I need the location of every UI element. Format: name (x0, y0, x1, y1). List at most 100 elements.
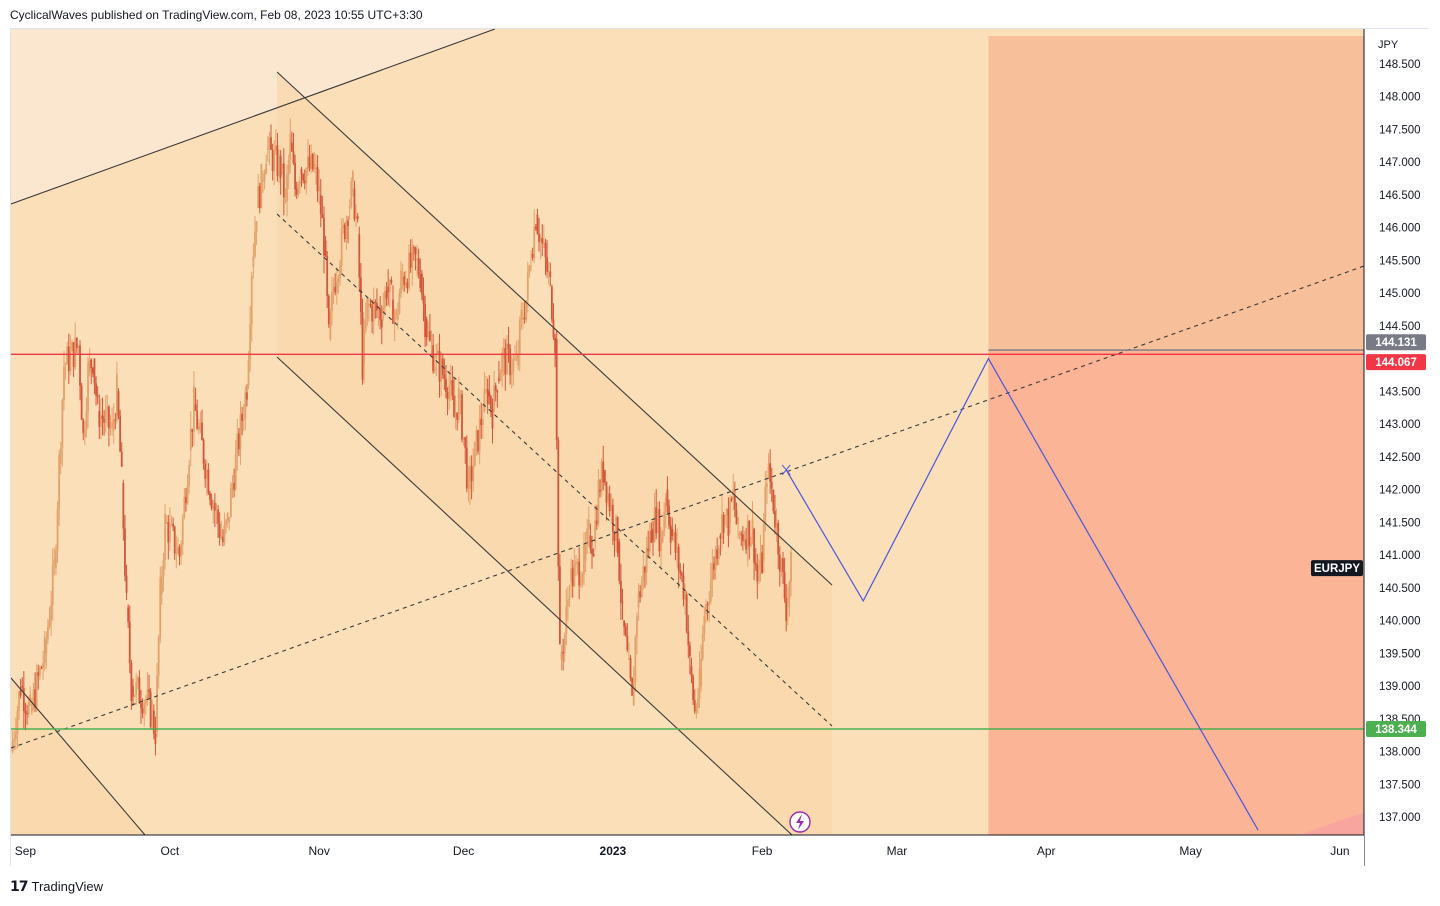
candle-body (623, 620, 626, 627)
candle-body (168, 524, 171, 543)
price-tick-label: 148.500 (1379, 59, 1421, 71)
candle (295, 181, 298, 200)
candle-body (319, 194, 322, 214)
candle (14, 717, 17, 750)
candle-body (180, 544, 183, 556)
price-tick-label: 142.000 (1379, 485, 1421, 497)
candle (732, 473, 735, 511)
candle (602, 445, 605, 491)
price-tag-144067[interactable]: 144.067 (1366, 354, 1426, 371)
price-tag-144131[interactable]: 144.131 (1366, 334, 1426, 351)
candle (459, 390, 462, 415)
candle (613, 530, 616, 558)
candle (252, 243, 255, 279)
candle-body (417, 258, 420, 275)
candle (518, 316, 521, 372)
candle (496, 389, 499, 408)
candle-body (756, 564, 759, 582)
symbol-tag[interactable]: EURJPY (1311, 560, 1363, 577)
candle-body (767, 463, 770, 470)
price-tag-138344-text: 138.344 (1375, 724, 1417, 736)
candle (578, 546, 581, 600)
candle-body (534, 226, 537, 229)
tradingview-footer[interactable]: 𝟭𝟳 TradingView (10, 878, 103, 895)
candle (451, 366, 454, 400)
candle-body (210, 499, 213, 509)
candle (666, 476, 669, 514)
candle (592, 548, 595, 558)
candle-body (685, 594, 688, 632)
price-tick-label: 148.000 (1379, 92, 1421, 104)
candle-body (749, 538, 752, 547)
candle (599, 479, 601, 498)
candle-body (388, 279, 391, 293)
candle (120, 442, 123, 468)
candle-body (414, 247, 417, 255)
candle (408, 244, 410, 292)
candle-body (669, 525, 672, 543)
candle (420, 269, 423, 301)
candle (639, 585, 642, 603)
candle-body (501, 352, 504, 373)
candle-body (517, 354, 520, 366)
candle-body (523, 317, 526, 320)
candle (782, 551, 784, 584)
candle (648, 522, 651, 558)
candle-body (361, 312, 364, 380)
candle (522, 302, 524, 329)
candle (180, 540, 183, 565)
candle (700, 644, 703, 692)
price-tick-label: 143.000 (1379, 419, 1421, 431)
candle-body (55, 550, 57, 569)
candle (225, 518, 227, 534)
candle-body (40, 667, 43, 669)
candle-body (18, 691, 20, 712)
price-scale-area[interactable] (1364, 29, 1428, 867)
candle (371, 299, 374, 334)
candle-body (149, 691, 152, 728)
candle (658, 501, 661, 557)
candle-body (526, 272, 529, 300)
candle-body (616, 517, 619, 554)
candle-body (106, 406, 109, 412)
candle (756, 553, 759, 600)
candle (392, 285, 394, 325)
candle (708, 590, 711, 623)
candle-body (706, 604, 709, 606)
candle-body (396, 313, 399, 320)
candle (461, 390, 463, 443)
lightning-event-icon[interactable] (789, 811, 811, 833)
time-scale-area[interactable] (11, 835, 1364, 866)
candle (350, 177, 353, 210)
candle (664, 493, 667, 529)
candle (167, 515, 170, 560)
target-zone-lower (988, 350, 1364, 835)
candle (66, 341, 69, 365)
candle (98, 394, 101, 440)
candle-body (188, 465, 191, 486)
candle-body (689, 645, 691, 657)
candle (324, 235, 327, 258)
candle-body (241, 413, 244, 421)
candle (374, 299, 377, 319)
candle-body (454, 412, 457, 418)
candle-body (132, 686, 134, 697)
price-tag-138344[interactable]: 138.344 (1366, 720, 1426, 737)
candle (310, 144, 313, 174)
candle (308, 144, 311, 172)
candle-body (506, 343, 508, 375)
candle-body (494, 385, 497, 391)
candle (735, 502, 738, 525)
candle-body (721, 514, 723, 539)
candle-body (733, 496, 736, 510)
candle (679, 563, 682, 580)
candle-body (90, 359, 93, 369)
channel-lower-line (276, 356, 793, 835)
candle (676, 528, 678, 568)
candle (589, 523, 592, 554)
candle (403, 271, 406, 293)
candle-body (425, 319, 428, 338)
candle-body (313, 163, 316, 170)
time-tick-label: Sep (15, 844, 37, 858)
